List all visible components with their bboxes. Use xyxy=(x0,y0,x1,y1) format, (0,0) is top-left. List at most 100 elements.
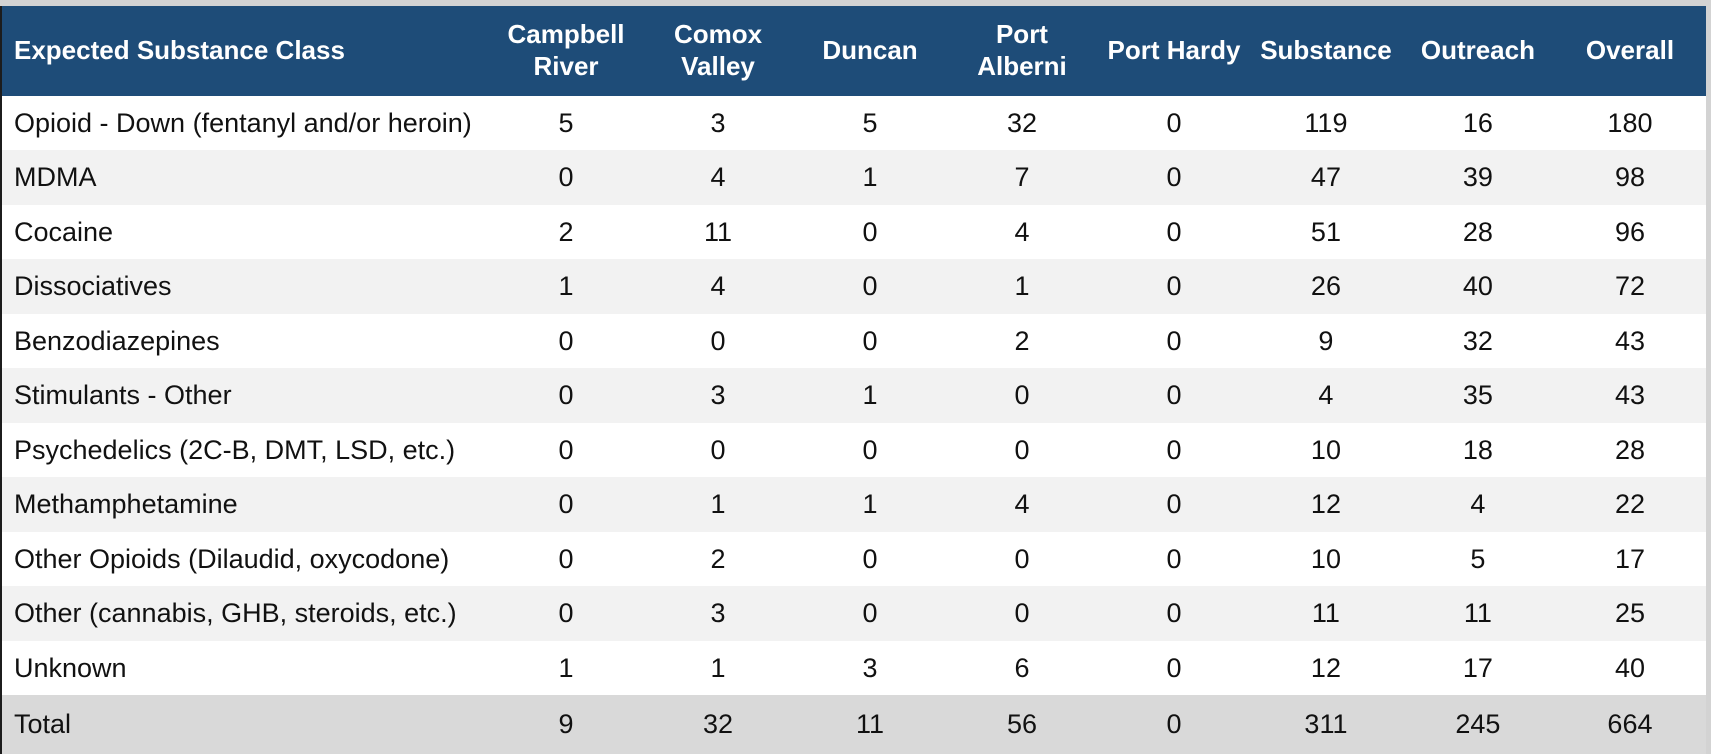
cell-value: 0 xyxy=(1014,543,1030,574)
column-header: Port Alberni xyxy=(945,6,1098,96)
cell-value: 43 xyxy=(1614,325,1645,356)
cell-value: 0 xyxy=(862,434,878,465)
cell-value: 39 xyxy=(1462,162,1493,193)
cell-value: 28 xyxy=(1614,434,1645,465)
cell-value: 40 xyxy=(1462,271,1493,302)
cell-value: 0 xyxy=(1166,325,1182,356)
cell-value: 7 xyxy=(1014,162,1030,193)
table-row: Stimulants - Other 0 3 1 0 0 4 35 43 xyxy=(2,368,1706,423)
cell-value: 0 xyxy=(1166,271,1182,302)
cell-value: 11 xyxy=(1463,598,1492,629)
cell-value: 0 xyxy=(1166,380,1182,411)
cell-value: 2 xyxy=(1014,325,1030,356)
cell-value: 119 xyxy=(1304,107,1348,138)
table-row: Methamphetamine 0 1 1 4 0 12 4 22 xyxy=(2,477,1706,532)
cell-value: 5 xyxy=(1470,543,1486,574)
cell-value: 5 xyxy=(862,107,878,138)
cell-value: 3 xyxy=(710,598,726,629)
cell-value: 12 xyxy=(1310,652,1341,683)
header-row: Expected Substance Class Campbell River Co… xyxy=(2,6,1706,96)
cell-value: 11 xyxy=(1311,598,1340,629)
cell-value: 5 xyxy=(558,107,574,138)
cell-value: 4 xyxy=(710,271,726,302)
cell-value: 3 xyxy=(862,652,878,683)
column-header: Overall xyxy=(1553,6,1706,96)
cell-value: 40 xyxy=(1614,652,1645,683)
cell-value: 1 xyxy=(862,380,878,411)
cell-value: 17 xyxy=(1614,543,1645,574)
cell-value: 1 xyxy=(558,652,574,683)
column-header-substance-class: Expected Substance Class xyxy=(2,6,491,96)
cell-value: 43 xyxy=(1614,380,1645,411)
cell-value: 9 xyxy=(558,709,574,740)
cell-value: 0 xyxy=(1166,709,1182,740)
table-row: Opioid - Down (fentanyl and/or heroin) 5 3… xyxy=(2,96,1706,151)
cell-value: 51 xyxy=(1310,216,1341,247)
cell-value: 0 xyxy=(1014,380,1030,411)
row-label: Opioid - Down (fentanyl and/or heroin) xyxy=(14,107,472,138)
table-row: Other (cannabis, GHB, steroids, etc.) 0 3 0… xyxy=(2,586,1706,641)
cell-value: 32 xyxy=(1462,325,1493,356)
cell-value: 26 xyxy=(1310,271,1341,302)
column-header: Substance xyxy=(1249,6,1402,96)
cell-value: 0 xyxy=(1014,598,1030,629)
cell-value: 17 xyxy=(1462,652,1493,683)
row-label: MDMA xyxy=(14,162,97,193)
cell-value: 0 xyxy=(1014,434,1030,465)
row-label: Psychedelics (2C-B, DMT, LSD, etc.) xyxy=(14,434,456,465)
row-label: Other (cannabis, GHB, steroids, etc.) xyxy=(14,598,457,629)
row-label: Stimulants - Other xyxy=(14,380,232,411)
cell-value: 32 xyxy=(702,709,734,740)
cell-value: 311 xyxy=(1304,709,1348,740)
cell-value: 0 xyxy=(558,434,574,465)
table-row: Unknown 1 1 3 6 0 12 17 40 xyxy=(2,640,1706,696)
row-label: Unknown xyxy=(14,652,127,683)
cell-value: 32 xyxy=(1006,107,1037,138)
column-header: Campbell River xyxy=(490,6,643,96)
cell-value: 22 xyxy=(1614,489,1645,520)
cell-value: 0 xyxy=(558,380,574,411)
cell-value: 4 xyxy=(1318,380,1334,411)
column-header: Comox Valley xyxy=(642,6,794,96)
table-row: Psychedelics (2C-B, DMT, LSD, etc.) 0 0 0 0 0… xyxy=(2,422,1706,478)
cell-value: 0 xyxy=(862,271,878,302)
cell-value: 0 xyxy=(558,325,574,356)
cell-value: 1 xyxy=(710,652,726,683)
cell-value: 3 xyxy=(710,380,726,411)
cell-value: 25 xyxy=(1614,598,1645,629)
cell-value: 0 xyxy=(558,489,574,520)
cell-value: 96 xyxy=(1614,216,1645,247)
cell-value: 1 xyxy=(862,489,878,520)
cell-value: 35 xyxy=(1462,380,1493,411)
cell-value: 1 xyxy=(862,162,878,193)
row-label: Other Opioids (Dilaudid, oxycodone) xyxy=(14,543,450,574)
cell-value: 3 xyxy=(710,107,726,138)
cell-value: 0 xyxy=(1166,216,1182,247)
cell-value: 0 xyxy=(1166,107,1182,138)
total-row-label: Total xyxy=(14,709,72,740)
cell-value: 4 xyxy=(1470,489,1486,520)
cell-value: 0 xyxy=(1166,543,1182,574)
cell-value: 9 xyxy=(1318,325,1334,356)
table-body: Opioid - Down (fentanyl and/or heroin) 5 3… xyxy=(2,96,1706,754)
cell-value: 2 xyxy=(710,543,726,574)
row-label: Dissociatives xyxy=(14,271,172,302)
cell-value: 0 xyxy=(862,216,878,247)
table-row: MDMA 0 4 1 7 0 47 39 98 xyxy=(2,150,1706,205)
cell-value: 0 xyxy=(1166,652,1182,683)
cell-value: 0 xyxy=(558,162,574,193)
cell-value: 664 xyxy=(1607,709,1653,740)
cell-value: 1 xyxy=(1014,271,1030,302)
substance-table: Expected Substance Class Campbell River Co… xyxy=(2,6,1706,754)
cell-value: 1 xyxy=(710,489,726,520)
cell-value: 4 xyxy=(1014,216,1030,247)
cell-value: 12 xyxy=(1310,489,1341,520)
cell-value: 10 xyxy=(1310,543,1341,574)
cell-value: 0 xyxy=(1166,598,1182,629)
cell-value: 11 xyxy=(855,709,884,740)
cell-value: 56 xyxy=(1006,709,1037,740)
cell-value: 0 xyxy=(862,325,878,356)
row-label: Methamphetamine xyxy=(14,489,238,520)
cell-value: 245 xyxy=(1455,709,1501,740)
